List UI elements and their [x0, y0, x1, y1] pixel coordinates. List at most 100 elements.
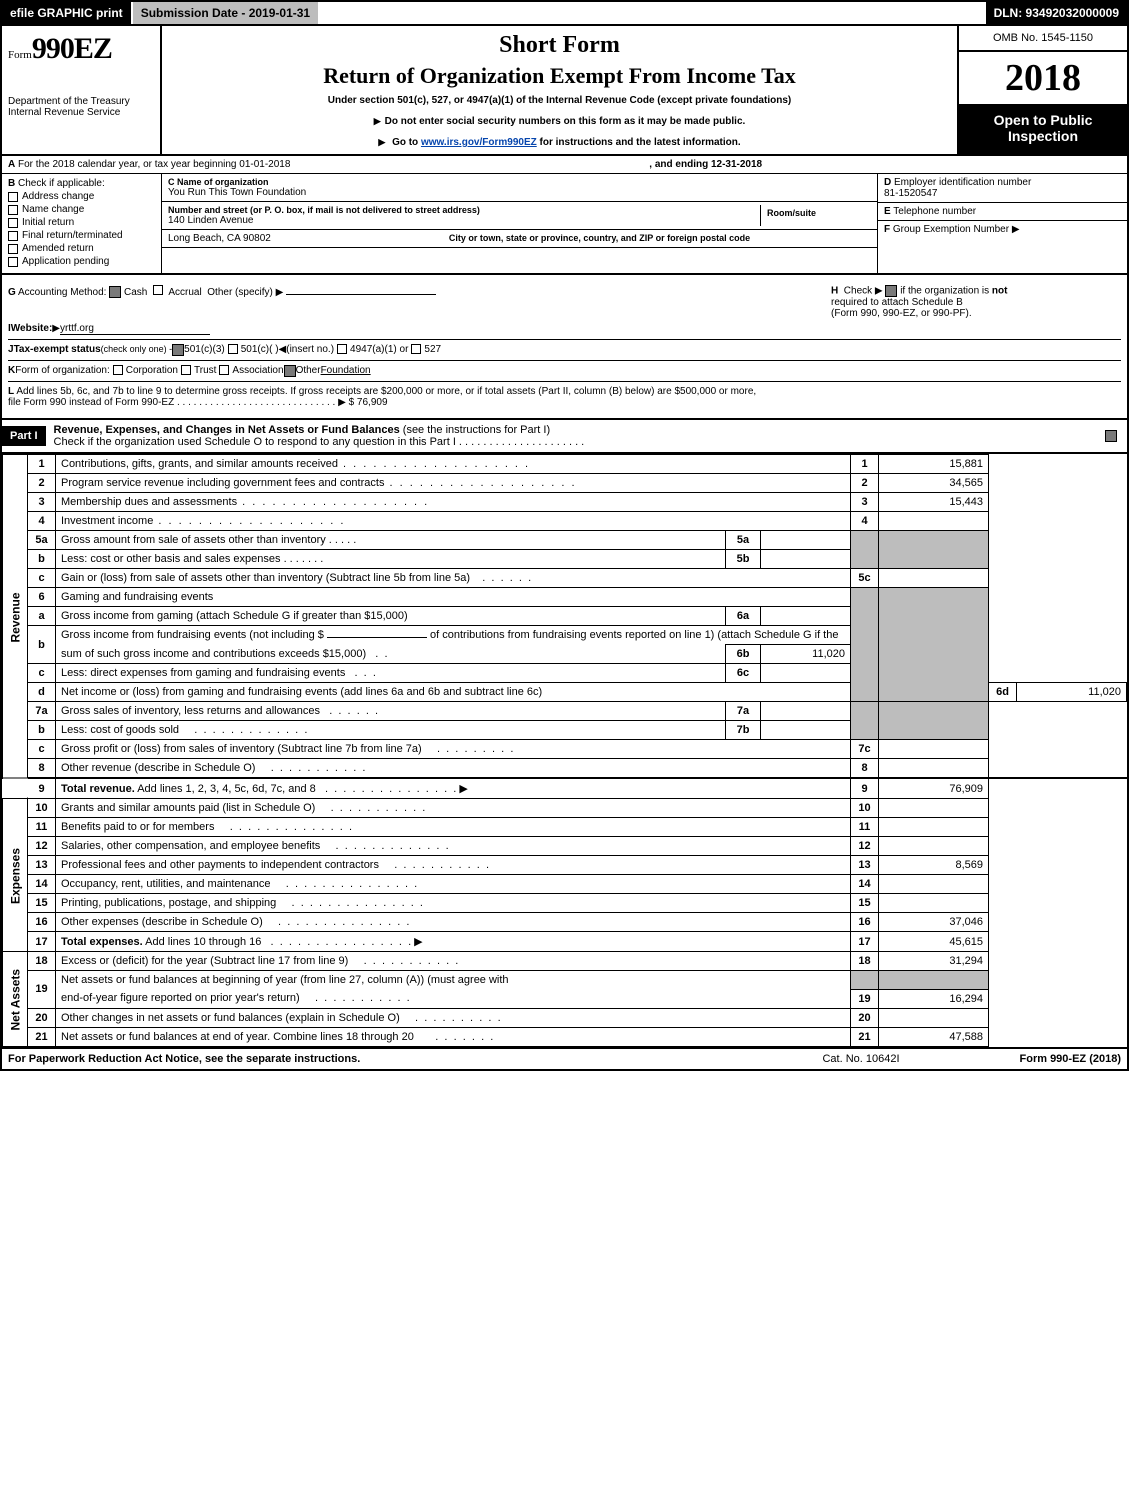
ln17-num: 17	[28, 932, 56, 952]
checkbox-501c3[interactable]	[172, 344, 184, 356]
row-7c: c Gross profit or (loss) from sales of i…	[3, 740, 1127, 759]
ln12-desc-text: Salaries, other compensation, and employ…	[61, 840, 320, 852]
row-4: 4 Investment income 4	[3, 512, 1127, 531]
ln14-rtnum: 14	[851, 875, 879, 894]
shade-5ab-val	[879, 531, 989, 569]
checkbox-address-change[interactable]	[8, 192, 18, 202]
shade-6	[851, 588, 879, 702]
checkbox-cash[interactable]	[109, 286, 121, 298]
h-text3: required to attach Schedule B	[831, 297, 963, 308]
website-value: yrttf.org	[60, 323, 210, 335]
expenses-vertical-label: Expenses	[3, 799, 28, 952]
h-not: not	[992, 286, 1008, 297]
omb-number: OMB No. 1545-1150	[959, 26, 1127, 52]
ln20-val	[879, 1008, 989, 1027]
row-19b: end-of-year figure reported on prior yea…	[3, 989, 1127, 1008]
dln-label: DLN: 93492032000009	[986, 2, 1127, 24]
ln14-val	[879, 875, 989, 894]
section-b-left: B Check if applicable: Address change Na…	[2, 174, 162, 273]
ln20-num: 20	[28, 1008, 56, 1027]
checkbox-part1-schedule-o[interactable]	[1105, 430, 1117, 442]
ln2-desc: Program service revenue including govern…	[56, 474, 851, 493]
checkbox-accrual[interactable]	[153, 285, 163, 295]
identity-block: B Check if applicable: Address change Na…	[2, 174, 1127, 273]
checkbox-trust[interactable]	[181, 365, 191, 375]
checkbox-application-pending[interactable]	[8, 257, 18, 267]
ln7c-val	[879, 740, 989, 759]
ln6b-input[interactable]	[327, 637, 427, 638]
row-8: 8 Other revenue (describe in Schedule O)…	[3, 759, 1127, 779]
ln13-desc: Professional fees and other payments to …	[56, 856, 851, 875]
h-text2: if the organization is	[900, 286, 989, 297]
checkbox-527[interactable]	[411, 344, 421, 354]
ln16-desc: Other expenses (describe in Schedule O) …	[56, 913, 851, 932]
telephone-label: Telephone number	[893, 206, 976, 217]
row-6: 6 Gaming and fundraising events	[3, 588, 1127, 607]
opt-name-change: Name change	[22, 204, 84, 215]
label-e: E	[884, 206, 891, 217]
row-17: 17 Total expenses. Add lines 10 through …	[3, 932, 1127, 952]
part1-table: Revenue 1 Contributions, gifts, grants, …	[2, 454, 1127, 1047]
ln6c-num: c	[28, 664, 56, 683]
shade-7ab	[851, 702, 879, 740]
ln9-val: 76,909	[879, 778, 989, 799]
dept-treasury: Department of the Treasury	[8, 96, 154, 107]
other-specify-input[interactable]	[286, 294, 436, 295]
checkbox-initial-return[interactable]	[8, 218, 18, 228]
submission-date: Submission Date - 2019-01-31	[133, 2, 318, 24]
ln5c-rtnum: 5c	[851, 569, 879, 588]
ln7b-sub: 7b	[726, 721, 761, 740]
checkbox-final-return[interactable]	[8, 231, 18, 241]
checkbox-501c[interactable]	[228, 344, 238, 354]
h-check-text: Check ▶	[844, 286, 883, 297]
spacer	[318, 2, 985, 24]
ln7b-subval	[761, 721, 851, 740]
row-13: 13 Professional fees and other payments …	[3, 856, 1127, 875]
ln6b-desc3-text: sum of such gross income and contributio…	[61, 648, 366, 660]
city-row: Long Beach, CA 90802 City or town, state…	[162, 230, 877, 248]
row-15: 15 Printing, publications, postage, and …	[3, 894, 1127, 913]
checkbox-h[interactable]	[885, 285, 897, 297]
label-g: G	[8, 287, 16, 298]
row-14: 14 Occupancy, rent, utilities, and maint…	[3, 875, 1127, 894]
ln19-val: 16,294	[879, 989, 989, 1008]
ln6b-desc3: sum of such gross income and contributio…	[56, 645, 726, 664]
label-h: H	[831, 286, 838, 297]
label-k: K	[8, 365, 15, 377]
opt-corporation: Corporation	[126, 365, 178, 377]
ln5a-desc: Gross amount from sale of assets other t…	[56, 531, 726, 550]
ln6b-desc1-text: Gross income from fundraising events (no…	[61, 629, 327, 641]
checkbox-4947[interactable]	[337, 344, 347, 354]
checkbox-other-org[interactable]	[284, 365, 296, 377]
instr-goto-link[interactable]: www.irs.gov/Form990EZ	[421, 137, 537, 148]
ln2-num: 2	[28, 474, 56, 493]
ln6c-sub: 6c	[726, 664, 761, 683]
ln3-desc: Membership dues and assessments	[56, 493, 851, 512]
row-18: Net Assets 18 Excess or (deficit) for th…	[3, 952, 1127, 971]
checkbox-amended-return[interactable]	[8, 244, 18, 254]
ln8-num: 8	[28, 759, 56, 779]
efile-print-button[interactable]: efile GRAPHIC print	[2, 2, 133, 24]
checkbox-association[interactable]	[219, 365, 229, 375]
ln4-rtnum: 4	[851, 512, 879, 531]
l-value: $ 76,909	[349, 397, 388, 408]
ln15-num: 15	[28, 894, 56, 913]
header-right: OMB No. 1545-1150 2018 Open to Public In…	[957, 26, 1127, 154]
ln7a-desc: Gross sales of inventory, less returns a…	[56, 702, 726, 721]
ln13-num: 13	[28, 856, 56, 875]
ln5c-desc-text: Gain or (loss) from sale of assets other…	[61, 572, 470, 584]
ln17-rtnum: 17	[851, 932, 879, 952]
row-1: Revenue 1 Contributions, gifts, grants, …	[3, 455, 1127, 474]
ln14-desc: Occupancy, rent, utilities, and maintena…	[56, 875, 851, 894]
ln1-rtnum: 1	[851, 455, 879, 474]
section-a-block: A For the 2018 calendar year, or tax yea…	[0, 156, 1129, 275]
checkbox-name-change[interactable]	[8, 205, 18, 215]
ln8-desc-text: Other revenue (describe in Schedule O)	[61, 762, 255, 774]
l-text2: file Form 990 instead of Form 990-EZ	[8, 397, 174, 408]
checkbox-corporation[interactable]	[113, 365, 123, 375]
opt-501c3: 501(c)(3)	[184, 344, 225, 356]
ln5b-num: b	[28, 550, 56, 569]
opt-accrual: Accrual	[168, 287, 201, 298]
ln15-rtnum: 15	[851, 894, 879, 913]
opt-trust: Trust	[194, 365, 216, 377]
